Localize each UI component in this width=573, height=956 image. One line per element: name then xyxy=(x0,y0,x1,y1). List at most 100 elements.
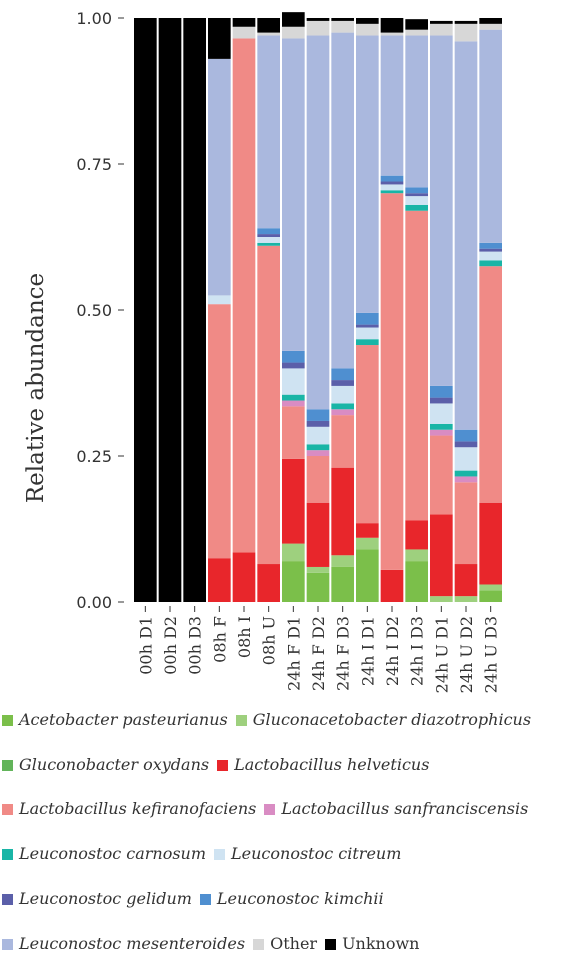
bar-segment xyxy=(479,18,502,24)
bar-segment xyxy=(405,561,428,602)
legend-swatch xyxy=(235,714,247,726)
bar-segment xyxy=(380,193,404,570)
x-tick-label: 08h U xyxy=(260,616,279,665)
bar-segment xyxy=(306,18,330,21)
bar-segment xyxy=(306,444,330,451)
bar-segment xyxy=(306,566,330,573)
legend-swatch xyxy=(214,848,226,860)
bar-segment xyxy=(208,58,231,296)
bar-segment xyxy=(479,251,502,261)
bar-segment xyxy=(479,23,502,30)
legend-swatch xyxy=(2,938,13,950)
bar-segment xyxy=(405,520,428,550)
legend-label: Other xyxy=(270,934,318,953)
legend-item: Lactobacillus helveticus xyxy=(217,755,429,775)
bar-segment xyxy=(257,242,280,246)
bar-segment xyxy=(430,596,453,602)
bar-segment xyxy=(454,23,478,42)
legend-item: Acetobacter pasteurianus xyxy=(2,710,228,730)
x-tick-label: 24h F D1 xyxy=(284,616,303,691)
x-tick-label: 08h F xyxy=(210,616,229,663)
x-tick-label: 24h F D2 xyxy=(309,616,328,691)
bar-segment xyxy=(208,295,231,305)
y-axis: 0.00 0.25 0.50 0.75 1.00 xyxy=(76,9,124,612)
legend-row: Leuconostoc gelidum Leuconostoc kimchii xyxy=(2,889,392,909)
legend-row: Gluconobacter oxydans Lactobacillus helve… xyxy=(2,755,437,775)
bar-segment xyxy=(430,423,453,430)
legend-row: Acetobacter pasteurianus Gluconacetobacte… xyxy=(2,710,539,730)
x-axis: 00h D1 00h D2 00h D3 08h F 08h I 08h U 24h F D… xyxy=(136,606,501,693)
y-tick-label: 0.75 xyxy=(76,155,112,174)
bar-segment xyxy=(454,429,478,442)
bar-segment xyxy=(232,18,256,27)
bar-segment xyxy=(356,523,379,538)
bar-segment xyxy=(356,537,379,550)
legend-swatch xyxy=(199,893,211,905)
y-tick-label: 0.25 xyxy=(76,447,112,466)
bar-segment xyxy=(430,23,453,36)
bar-segment xyxy=(356,327,379,340)
bar-segment xyxy=(306,35,330,410)
legend-label: Lactobacillus sanfranciscensis xyxy=(281,799,529,818)
bar-segment xyxy=(405,196,428,205)
x-tick-label: 00h D2 xyxy=(161,616,180,675)
y-tick-label: 0.50 xyxy=(76,301,112,320)
bar-segment xyxy=(331,566,354,602)
bar-segment xyxy=(479,248,502,252)
bar-segment xyxy=(282,350,305,363)
legend-swatch xyxy=(2,848,13,860)
bar-segment xyxy=(356,345,379,524)
bar-segment xyxy=(356,324,379,328)
bar-segment xyxy=(306,420,330,427)
legend-item: Lactobacillus sanfranciscensis xyxy=(264,799,528,819)
bar-segment xyxy=(331,18,354,21)
bar-segment xyxy=(331,20,354,33)
bar-segment xyxy=(479,584,502,591)
bar-segment xyxy=(479,590,502,602)
x-tick-label: 00h D1 xyxy=(136,616,155,675)
bar-segment xyxy=(380,190,404,194)
bar-segment xyxy=(479,29,502,243)
bar-segment xyxy=(430,397,453,404)
bar-segment xyxy=(405,187,428,194)
bar-segment xyxy=(405,19,428,30)
legend-swatch xyxy=(253,938,265,950)
bar-segment xyxy=(356,18,379,24)
bar-segment xyxy=(405,549,428,562)
bar-segment xyxy=(356,549,379,602)
legend-label: Lactobacillus kefiranofaciens xyxy=(19,799,257,818)
bar-segment xyxy=(282,458,305,544)
bar-segment xyxy=(454,476,478,483)
legend-item: Other xyxy=(253,934,317,954)
bar-segment xyxy=(257,237,280,243)
bar-segment xyxy=(331,415,354,468)
bar-segment xyxy=(257,18,280,33)
legend-swatch xyxy=(264,803,276,815)
legend-item: Leuconostoc mesenteroides xyxy=(2,934,245,954)
bar-segment xyxy=(405,35,428,188)
bar-segment xyxy=(380,35,404,176)
bar-segment xyxy=(430,514,453,597)
bar-segment xyxy=(454,20,478,24)
legend-row: Leuconostoc mesenteroides Other Unknown xyxy=(2,934,427,954)
legend-item: Gluconacetobacter diazotrophicus xyxy=(235,710,531,730)
bar-segment xyxy=(380,18,404,33)
x-tick-label: 08h I xyxy=(235,616,254,658)
bar-segment xyxy=(454,470,478,477)
bar-segment xyxy=(257,564,280,602)
bar-segment xyxy=(430,20,453,24)
bar-segment xyxy=(306,409,330,421)
bar-segment xyxy=(380,181,404,185)
legend-label: Leuconostoc mesenteroides xyxy=(19,934,246,953)
bar-segment xyxy=(430,35,453,386)
legend-label: Leuconostoc kimchii xyxy=(216,889,384,908)
stacked-bar-chart: Relative abundance 0.000.250.500.751.00 … xyxy=(23,9,502,693)
legend-row: Lactobacillus kefiranofaciens Lactobacill… xyxy=(2,799,536,819)
legend-item: Leuconostoc carnosum xyxy=(2,844,206,864)
bar-segment xyxy=(405,193,428,197)
bar-segment xyxy=(331,368,354,381)
bar-segment xyxy=(158,18,182,602)
bar-segment xyxy=(331,555,354,567)
bar-segment xyxy=(134,18,157,602)
bar-segment xyxy=(454,441,478,448)
